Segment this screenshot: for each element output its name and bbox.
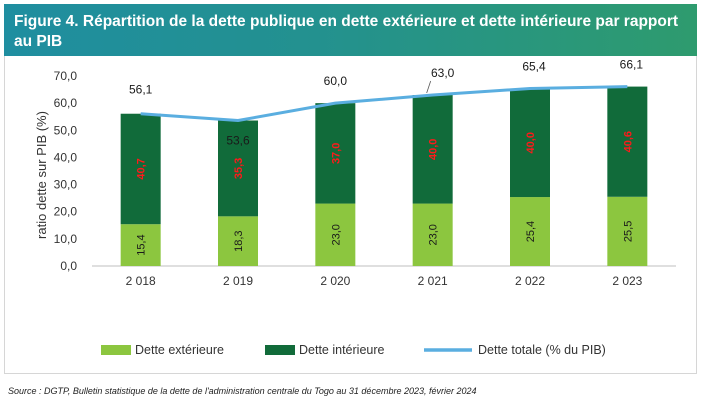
x-tick-label: 2 019 (223, 274, 253, 288)
figure-title: Figure 4. Répartition de la dette publiq… (14, 13, 679, 50)
bar-dette-exterieure (510, 197, 550, 266)
bar-dette-interieure (315, 103, 356, 204)
data-label-dette-exterieure: 23,0 (330, 224, 342, 245)
data-label-dette-totale: 65,4 (522, 59, 546, 73)
data-label-dette-interieure: 40,0 (428, 139, 440, 160)
data-label-dette-interieure: 37,0 (330, 143, 342, 164)
bar-dette-interieure (412, 95, 453, 204)
data-label-dette-totale: 56,1 (129, 83, 153, 97)
bar-dette-exterieure (607, 196, 648, 266)
bar-dette-interieure (120, 113, 161, 225)
legend-label: Dette extérieure (135, 343, 224, 357)
x-tick-label: 2 022 (515, 274, 545, 288)
data-label-dette-totale: 66,1 (620, 58, 644, 72)
y-tick-label: 20,0 (54, 205, 78, 219)
data-label-dette-exterieure: 23,0 (428, 224, 440, 245)
line-dette-totale (140, 85, 628, 123)
leader-line (426, 80, 432, 94)
data-label-dette-exterieure: 15,4 (136, 234, 148, 255)
data-label-dette-interieure: 35,3 (233, 158, 245, 179)
x-tick-label: 2 023 (612, 274, 642, 288)
y-tick-label: 50,0 (54, 123, 78, 137)
bar-dette-interieure (510, 88, 550, 198)
data-label-dette-totale: 63,0 (431, 66, 455, 80)
bar-dette-interieure (218, 120, 258, 217)
y-axis-title: ratio dette sur PIB (%) (34, 111, 49, 239)
data-label-dette-exterieure: 25,5 (622, 221, 634, 242)
y-tick-label: 70,0 (54, 69, 78, 83)
y-tick-label: 60,0 (54, 96, 78, 110)
x-tick-label: 2 018 (126, 274, 156, 288)
y-tick-label: 10,0 (54, 232, 78, 246)
legend-label: Dette intérieure (299, 343, 385, 357)
data-label-dette-totale: 53,6 (226, 134, 250, 148)
data-label-dette-interieure: 40,0 (525, 132, 537, 153)
x-tick-label: 2 021 (418, 274, 448, 288)
bar-dette-exterieure (120, 224, 161, 266)
data-label-dette-interieure: 40,7 (136, 158, 148, 179)
y-tick-label: 0,0 (60, 259, 77, 273)
data-label-dette-exterieure: 18,3 (233, 230, 245, 251)
bar-dette-exterieure (412, 203, 453, 266)
y-tick-label: 40,0 (54, 150, 78, 164)
bar-dette-exterieure (218, 216, 258, 266)
bar-dette-exterieure (315, 203, 356, 266)
legend-swatch (265, 345, 295, 355)
bar-dette-interieure (607, 86, 648, 197)
data-label-dette-totale: 60,0 (324, 74, 348, 88)
x-tick-label: 2 020 (320, 274, 350, 288)
data-label-dette-interieure: 40,6 (622, 131, 634, 152)
source-note: Source : DGTP, Bulletin statistique de l… (8, 386, 477, 396)
y-tick-label: 30,0 (54, 178, 78, 192)
figure-header: Figure 4. Répartition de la dette publiq… (4, 4, 697, 56)
legend-swatch (101, 345, 131, 355)
legend-label: Dette totale (% du PIB) (478, 343, 606, 357)
data-label-dette-exterieure: 25,4 (525, 221, 537, 242)
